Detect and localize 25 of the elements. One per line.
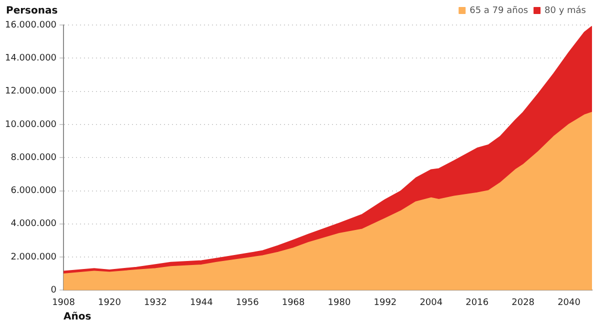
x-tick-label: 1980 [328, 298, 351, 308]
x-tick-label: 2004 [420, 298, 443, 308]
legend-label: 80 y más [544, 4, 586, 16]
y-tick-label: 0 [50, 286, 57, 296]
y-axis-title: Personas [6, 6, 58, 17]
x-tick-label: 1992 [374, 298, 397, 308]
x-axis-title: Años [64, 312, 92, 323]
y-tick-label: 16.000.000 [5, 20, 57, 30]
y-tick-label: 14.000.000 [5, 53, 57, 64]
y-tick-label: 8.000.000 [10, 152, 57, 163]
y-tick-label: 4.000.000 [10, 219, 57, 230]
x-tick-label: 2040 [558, 298, 581, 308]
x-tick-label: 1932 [144, 298, 167, 308]
legend-label: 65 a 79 años [470, 6, 528, 16]
x-tick-label: 2028 [512, 298, 535, 308]
x-tick-label: 1944 [190, 298, 214, 308]
y-tick-label: 2.000.000 [10, 252, 57, 262]
x-tick-label: 1956 [236, 298, 260, 308]
x-tick-label: 1908 [52, 298, 76, 308]
y-tick-label: 10.000.000 [5, 120, 57, 130]
y-tick-label: 12.000.000 [5, 86, 57, 97]
x-tick-label: 2016 [466, 298, 489, 308]
y-tick-label: 6.000.000 [10, 186, 57, 196]
x-tick-label: 1920 [98, 298, 122, 308]
x-tick-label: 1968 [282, 298, 306, 308]
